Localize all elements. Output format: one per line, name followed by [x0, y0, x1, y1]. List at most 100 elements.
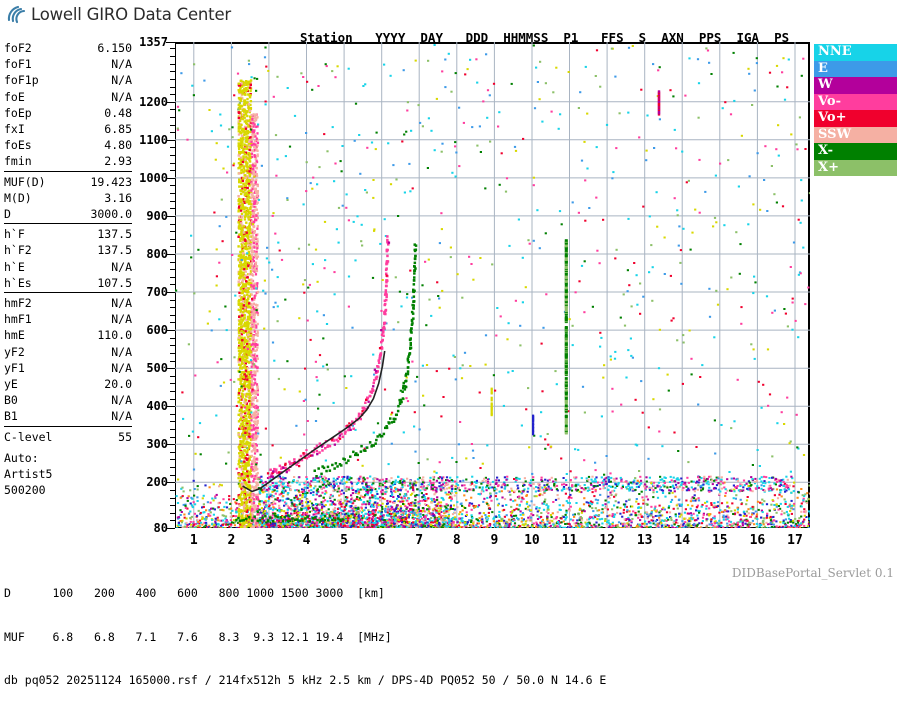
- servlet-version-label: DIDBasePortal_Servlet 0.1: [732, 566, 894, 580]
- param-value: 3000.0: [90, 206, 132, 222]
- param-key: h`Es: [4, 275, 32, 291]
- footer-muf-row: MUF 6.8 6.8 7.1 7.6 8.3 9.3 12.1 19.4 [M…: [4, 630, 606, 645]
- x-tick-label: 11: [562, 533, 578, 548]
- param-key: yE: [4, 376, 18, 392]
- param-row: MUF(D) 19.423: [4, 174, 132, 190]
- param-auto-line: 500200: [4, 482, 132, 498]
- param-key: fxI: [4, 121, 25, 137]
- x-tick-label: 14: [674, 533, 690, 548]
- y-tick-major: [166, 42, 175, 43]
- y-tick-label: 800: [146, 247, 168, 261]
- param-key: M(D): [4, 190, 32, 206]
- param-key: hmF1: [4, 311, 32, 327]
- legend-item-x[interactable]: X-: [814, 143, 897, 160]
- y-tick-label: 500: [146, 361, 168, 375]
- giro-wave-logo-icon: [6, 4, 28, 24]
- param-value: 110.0: [97, 327, 132, 343]
- param-key: foF1: [4, 56, 32, 72]
- y-tick-label: 700: [146, 285, 168, 299]
- x-tick-label: 3: [265, 533, 273, 548]
- footer-block: D 100 200 400 600 800 1000 1500 3000 [km…: [4, 557, 606, 702]
- y-tick-label: 300: [146, 437, 168, 451]
- param-key: foF2: [4, 40, 32, 56]
- legend-item-vo[interactable]: Vo+: [814, 110, 897, 127]
- y-tick-label: 900: [146, 209, 168, 223]
- x-tick-label: 12: [599, 533, 615, 548]
- footer-distance-row: D 100 200 400 600 800 1000 1500 3000 [km…: [4, 586, 606, 601]
- legend-item-nne[interactable]: NNE: [814, 44, 897, 61]
- legend-item-x[interactable]: X+: [814, 160, 897, 177]
- param-key: fmin: [4, 153, 32, 169]
- param-row: foF2 6.150: [4, 40, 132, 56]
- param-auto-line: Auto:: [4, 450, 132, 466]
- y-tick-label: 400: [146, 399, 168, 413]
- y-tick-label: 1200: [139, 95, 168, 109]
- param-value: 137.5: [97, 226, 132, 242]
- x-tick-label: 15: [712, 533, 728, 548]
- brand-title: Lowell GIRO Data Center: [31, 5, 231, 24]
- param-key: foF1p: [4, 72, 39, 88]
- param-key: foE: [4, 89, 25, 105]
- x-tick-label: 5: [340, 533, 348, 548]
- x-tick-label: 1: [190, 533, 198, 548]
- y-tick-label: 200: [146, 475, 168, 489]
- ionogram-plot[interactable]: [175, 42, 810, 528]
- param-key: h`E: [4, 259, 25, 275]
- param-key: C-level: [4, 429, 52, 445]
- y-tick-minor: [170, 528, 175, 529]
- x-tick-label: 16: [750, 533, 766, 548]
- param-key: yF2: [4, 344, 25, 360]
- y-tick-label: 1000: [139, 171, 168, 185]
- param-value: 19.423: [90, 174, 132, 190]
- x-tick-label: 10: [524, 533, 540, 548]
- y-tick-label: 1357: [139, 35, 168, 49]
- legend-item-ssw[interactable]: SSW: [814, 127, 897, 144]
- x-tick-label: 9: [490, 533, 498, 548]
- y-tick-label: 600: [146, 323, 168, 337]
- param-key: B0: [4, 392, 18, 408]
- x-tick-label: 6: [378, 533, 386, 548]
- param-value: 137.5: [97, 242, 132, 258]
- y-axis-ticks: [166, 42, 175, 528]
- param-key: foEs: [4, 137, 32, 153]
- plot-data-layer: [175, 42, 810, 528]
- param-row: h`F 137.5: [4, 226, 132, 242]
- y-tick-label: 1100: [139, 133, 168, 147]
- param-value: 107.5: [97, 275, 132, 291]
- x-tick-label: 2: [227, 533, 235, 548]
- brand-header: Lowell GIRO Data Center: [6, 4, 231, 24]
- param-row: h`Es 107.5: [4, 275, 132, 291]
- param-key: h`F: [4, 226, 25, 242]
- param-value: 6.150: [97, 40, 132, 56]
- legend-item-vo[interactable]: Vo-: [814, 94, 897, 111]
- legend-item-w[interactable]: W: [814, 77, 897, 94]
- x-tick-label: 4: [303, 533, 311, 548]
- legend-item-e[interactable]: E: [814, 61, 897, 78]
- x-tick-label: 13: [637, 533, 653, 548]
- param-key: hmE: [4, 327, 25, 343]
- param-key: MUF(D): [4, 174, 46, 190]
